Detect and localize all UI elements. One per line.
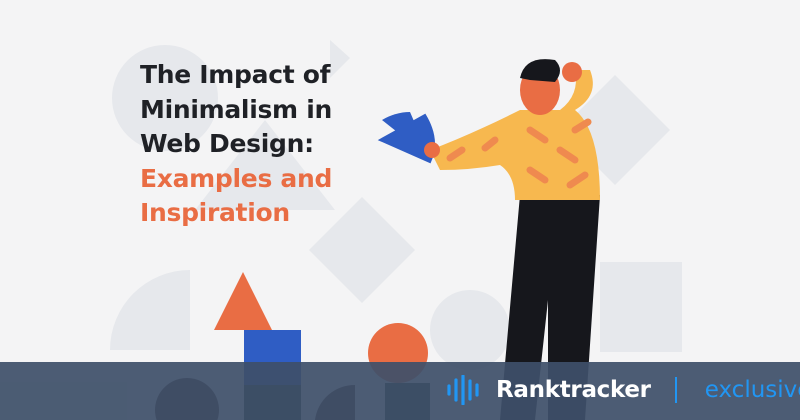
bg-square: [600, 262, 682, 352]
bg-shape: [330, 40, 350, 78]
title-accent-line: Inspiration: [140, 198, 290, 227]
triangle-block: [214, 272, 272, 330]
exclusive-tag: exclusive: [704, 377, 800, 403]
brand-name: Ranktracker: [496, 377, 651, 403]
sound-wave-icon: [447, 375, 479, 405]
divider: [674, 377, 677, 403]
title-line: Minimalism in: [140, 94, 332, 124]
title-line: Web Design:: [140, 129, 314, 158]
brand-lockup: Ranktracker exclusive: [446, 372, 800, 408]
page-title: The Impact of Minimalism in Web Design: …: [140, 58, 332, 231]
bg-circle: [112, 45, 218, 151]
footer-bar: [0, 362, 800, 420]
bg-quarter-circle: [110, 270, 190, 350]
bg-circle: [430, 290, 510, 370]
bg-diamond: [309, 197, 415, 303]
title-accent-line: Examples and: [140, 163, 333, 193]
bg-triangle: [195, 120, 335, 210]
title-line: The Impact of: [140, 60, 331, 89]
